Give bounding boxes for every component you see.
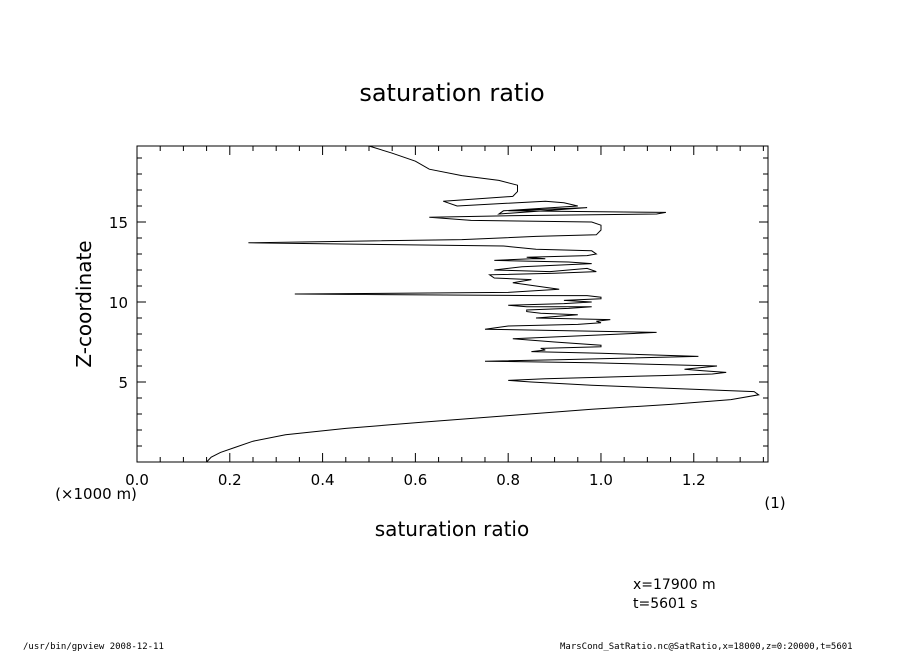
y-axis-label: Z-coordinate	[72, 240, 96, 367]
x-tick-label: 1.0	[589, 471, 613, 489]
y-tick-label: 15	[109, 214, 128, 232]
axis-tick-labels: 0.0 0.2 0.4 0.6 0.8 1.0 1.2 5 10 15	[109, 214, 706, 489]
footer-command: /usr/bin/gpview 2008-12-11	[23, 642, 164, 652]
y-tick-label: 5	[118, 374, 128, 392]
x-tick-label: 0.2	[218, 471, 242, 489]
footer-source: MarsCond_SatRatio.nc@SatRatio,x=18000,z=…	[560, 642, 853, 652]
chart-title: saturation ratio	[359, 79, 544, 107]
x-position-annotation: x=17900 m	[633, 577, 716, 593]
y-tick-label: 10	[109, 294, 128, 312]
x-tick-label: 1.2	[682, 471, 706, 489]
y-unit-label: (×1000 m)	[55, 485, 137, 503]
x-tick-label: 0.4	[311, 471, 335, 489]
plot-frame	[136, 145, 769, 463]
x-axis-label: saturation ratio	[375, 517, 529, 541]
x-tick-label: 0.0	[125, 471, 149, 489]
saturation-ratio-profile-line	[206, 145, 760, 463]
x-tick-label: 0.6	[403, 471, 427, 489]
x-tick-label: 0.8	[496, 471, 520, 489]
x-unit-label: (1)	[764, 494, 785, 512]
time-annotation: t=5601 s	[633, 596, 698, 612]
axis-ticks	[136, 146, 768, 462]
